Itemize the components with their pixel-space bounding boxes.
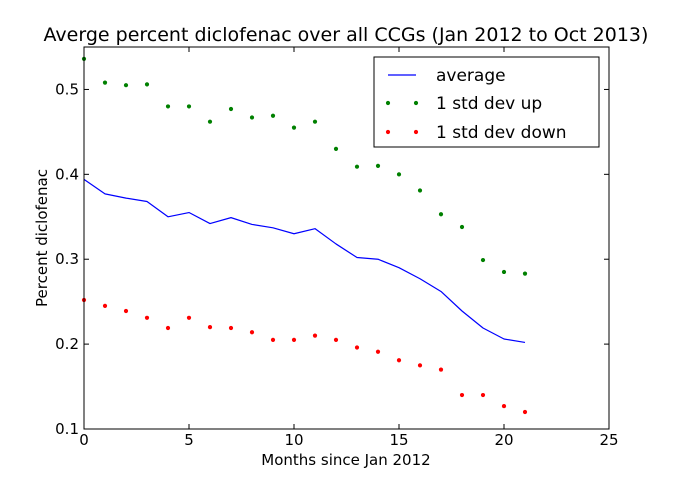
data-point-std-down <box>123 308 129 314</box>
legend-marker-std-down-2 <box>413 129 419 135</box>
axes-layer: 0 5 10 15 20 25 0.1 0.2 0.3 0.4 0.5 <box>55 47 619 449</box>
data-point-std-up <box>123 83 129 88</box>
legend-label-std-down: 1 std dev down <box>436 123 567 143</box>
data-point-std-up <box>375 163 381 168</box>
data-point-std-down <box>459 392 465 398</box>
data-point-std-up <box>459 224 465 230</box>
x-tick-label: 15 <box>389 431 408 449</box>
data-point-std-down <box>144 315 150 320</box>
y-axis-label: Percent diclofenac <box>33 169 51 307</box>
data-point-std-up <box>165 104 171 109</box>
data-point-std-up <box>333 146 339 151</box>
data-point-std-down <box>438 367 444 372</box>
data-point-std-down <box>165 325 171 331</box>
x-tick-label: 25 <box>599 431 618 449</box>
data-point-std-up <box>438 212 444 217</box>
data-point-std-down <box>312 333 318 338</box>
legend-marker-std-down-1 <box>385 129 391 135</box>
plot-frame <box>83 46 610 430</box>
x-axis-label: Months since Jan 2012 <box>261 451 430 469</box>
legend-marker-std-up-1 <box>385 100 391 106</box>
data-point-std-up <box>186 104 192 109</box>
legend-marker-std-up-2 <box>413 100 419 106</box>
x-tick-label: 0 <box>79 431 89 449</box>
data-point-std-down <box>480 392 486 398</box>
data-point-std-down <box>186 315 192 320</box>
data-point-std-up <box>522 271 528 276</box>
data-point-std-down <box>270 337 276 342</box>
data-point-std-down <box>522 409 528 415</box>
y-tick-label: 0.2 <box>55 335 79 353</box>
y-tick-label: 0.5 <box>55 80 79 98</box>
data-point-std-up <box>291 125 297 130</box>
data-point-std-down <box>207 325 213 330</box>
series-line-average <box>83 178 526 344</box>
data-point-std-down <box>102 303 108 309</box>
data-point-std-down <box>501 403 507 409</box>
data-point-std-up <box>144 82 150 87</box>
data-point-std-down <box>396 358 402 363</box>
y-tick-label: 0.4 <box>55 165 79 183</box>
data-point-std-up <box>354 164 360 169</box>
x-tick-label: 10 <box>284 431 303 449</box>
chart-title: Averge percent diclofenac over all CCGs … <box>44 24 649 46</box>
data-point-std-up <box>270 113 276 118</box>
legend-label-std-up: 1 std dev up <box>436 94 542 114</box>
legend: average 1 std dev up 1 std dev down <box>373 56 600 148</box>
data-point-std-up <box>207 119 213 124</box>
data-point-std-up <box>396 172 402 177</box>
x-tick-label: 5 <box>184 431 194 449</box>
data-point-std-down <box>417 363 423 368</box>
y-tick-label: 0.3 <box>55 250 79 268</box>
data-point-std-up <box>102 80 108 85</box>
x-tick-label: 20 <box>494 431 513 449</box>
data-point-std-down <box>333 337 339 342</box>
data-point-std-down <box>354 345 360 350</box>
series-layer <box>81 56 528 415</box>
data-point-std-up <box>312 119 318 124</box>
data-point-std-down <box>249 330 255 335</box>
data-point-std-up <box>228 106 234 112</box>
data-point-std-down <box>291 337 297 342</box>
data-point-std-up <box>417 188 423 193</box>
data-point-std-up <box>480 257 486 263</box>
data-point-std-up <box>249 115 255 120</box>
legend-label-average: average <box>436 66 506 86</box>
legend-box <box>373 56 600 148</box>
y-tick-label: 0.1 <box>55 420 79 438</box>
data-point-std-down <box>375 349 381 354</box>
data-point-std-up <box>501 269 507 275</box>
data-point-std-down <box>228 325 234 331</box>
